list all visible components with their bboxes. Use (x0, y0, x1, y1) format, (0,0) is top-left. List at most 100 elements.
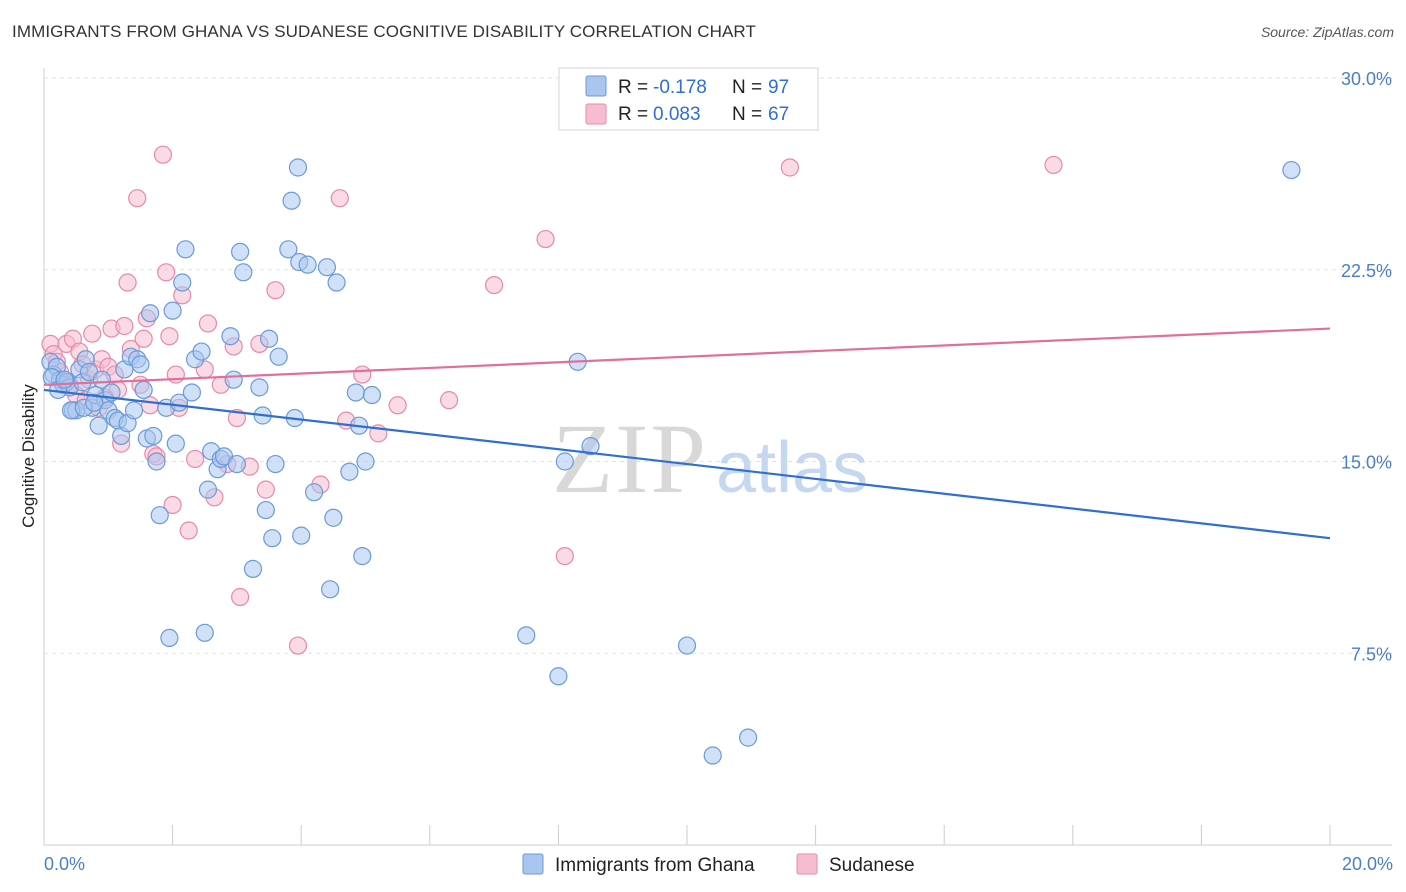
trend-line-sudanese (43, 327, 1331, 386)
y-tick-label: 7.5% (1351, 644, 1392, 664)
point-ghana (221, 327, 240, 346)
point-ghana (92, 370, 111, 389)
point-ghana (517, 626, 536, 645)
point-sudanese (198, 314, 218, 333)
point-sudanese (256, 480, 275, 499)
point-ghana (279, 240, 298, 259)
legend-r-value-2: 0.083 (653, 104, 701, 125)
point-ghana (144, 426, 163, 446)
legend-n-label-2: N = (732, 104, 762, 125)
legend-swatch-ghana (585, 75, 607, 97)
point-ghana (182, 383, 201, 402)
point-sudanese (157, 263, 176, 282)
chart-title: IMMIGRANTS FROM GHANA VS SUDANESE COGNIT… (12, 22, 756, 41)
y-tick-label: 15.0% (1341, 453, 1392, 473)
point-ghana (1282, 160, 1301, 180)
point-ghana (317, 258, 337, 277)
legend-r-label-1: R = (618, 77, 648, 98)
grid-lines: 7.5% 15.0% 22.5% 30.0% (44, 69, 1392, 664)
point-ghana (250, 378, 269, 397)
point-sudanese (1044, 155, 1063, 175)
point-ghana (263, 529, 282, 548)
point-sudanese (163, 495, 182, 515)
y-tick-label: 30.0% (1341, 69, 1392, 89)
point-ghana (176, 240, 195, 259)
point-ghana (304, 483, 324, 502)
bottom-legend-label-ghana: Immigrants from Ghana (555, 855, 755, 876)
source-credit: Source: ZipAtlas.com (1260, 24, 1394, 40)
point-ghana (321, 580, 340, 599)
point-sudanese (166, 365, 185, 384)
point-ghana (231, 242, 250, 261)
point-sudanese (153, 145, 173, 164)
trend-lines (43, 327, 1331, 540)
point-sudanese (179, 521, 198, 540)
point-ghana (173, 273, 192, 292)
point-ghana (738, 728, 758, 747)
point-sudanese (353, 365, 372, 384)
legend-n-value-1: 97 (768, 77, 789, 98)
point-sudanese (485, 275, 504, 295)
point-ghana (346, 383, 365, 402)
point-ghana (362, 385, 382, 405)
y-tick-label: 22.5% (1341, 261, 1392, 281)
legend-box: R = -0.178 N = 97 R = 0.083 N = 67 (558, 67, 819, 131)
point-sudanese (555, 546, 574, 566)
axes: 0.0% 20.0% (43, 68, 1393, 874)
point-ghana (224, 370, 243, 389)
point-ghana (292, 526, 311, 545)
point-ghana (677, 636, 697, 655)
point-sudanese (140, 396, 160, 415)
point-sudanese (388, 396, 407, 415)
point-ghana (89, 416, 108, 435)
legend-r-value-1: -0.178 (653, 77, 707, 98)
point-sudanese (231, 587, 250, 607)
point-ghana (256, 500, 275, 520)
point-ghana (192, 342, 211, 361)
point-ghana (227, 454, 246, 474)
point-ghana (555, 452, 574, 471)
point-sudanese (115, 316, 134, 336)
point-ghana (150, 506, 169, 525)
point-ghana (243, 559, 263, 578)
y-axis-title: Cognitive Disability (19, 384, 38, 528)
point-ghana (266, 454, 285, 474)
point-ghana (259, 329, 279, 348)
point-ghana (340, 462, 359, 481)
point-sudanese (227, 408, 246, 428)
point-sudanese (160, 327, 179, 346)
point-ghana (324, 508, 343, 527)
point-sudanese (288, 636, 308, 655)
point-sudanese (536, 229, 555, 249)
point-ghana (163, 301, 182, 320)
bottom-legend: Immigrants from Ghana Sudanese (522, 853, 915, 876)
point-ghana (55, 370, 74, 389)
point-ghana (269, 347, 288, 366)
point-ghana (124, 401, 144, 420)
bottom-legend-swatch-sudanese (796, 853, 818, 875)
legend-swatch-sudanese (585, 103, 607, 125)
point-sudanese (439, 391, 459, 410)
watermark-atlas: atlas (716, 428, 868, 508)
point-sudanese (330, 189, 349, 208)
point-sudanese (780, 158, 799, 177)
point-ghana (282, 191, 301, 210)
legend-n-value-2: 67 (768, 104, 789, 125)
point-ghana (147, 452, 166, 471)
point-ghana (356, 452, 375, 471)
point-sudanese (83, 324, 102, 343)
point-sudanese (186, 449, 205, 469)
point-ghana (195, 623, 214, 642)
point-ghana (234, 263, 253, 282)
point-ghana (134, 380, 153, 400)
point-ghana (140, 304, 160, 323)
watermark-zip: ZIP (552, 403, 708, 514)
legend-r-label-2: R = (618, 104, 648, 125)
point-ghana (85, 393, 104, 412)
point-ghana (353, 546, 372, 566)
point-sudanese (266, 281, 285, 300)
bottom-legend-swatch-ghana (522, 853, 544, 875)
x-tick-label-min: 0.0% (44, 854, 85, 874)
point-ghana (166, 434, 185, 453)
